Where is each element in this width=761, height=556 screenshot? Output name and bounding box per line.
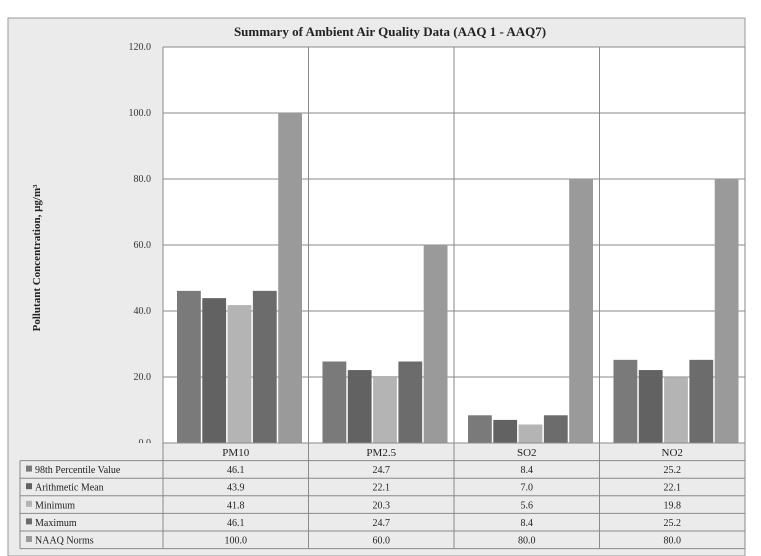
bar-arithmetic-mean-so2 — [493, 419, 518, 443]
data-label: 100.0 — [225, 536, 248, 547]
bar-98th-percentile-value-no2 — [613, 359, 638, 443]
chart-title: Summary of Ambient Air Quality Data (AAQ… — [234, 24, 546, 39]
data-label: 24.7 — [373, 518, 391, 529]
bar-arithmetic-mean-pm2-5 — [347, 370, 372, 443]
bar-naaq-norms-pm2-5 — [423, 245, 448, 443]
y-tick-label: 40.0 — [134, 306, 152, 317]
data-label: 24.7 — [373, 465, 391, 476]
y-tick-label: 60.0 — [134, 240, 152, 251]
data-table: PM10 PM2.5 SO2 NO2 98th Percentile Value 46.1… — [19, 442, 746, 550]
data-label: 41.8 — [227, 500, 245, 511]
bar-naaq-norms-pm10 — [278, 113, 302, 443]
bar-maximum-so2 — [543, 415, 568, 443]
legend-swatch — [26, 500, 32, 507]
y-tick-label: 120.0 — [129, 42, 152, 53]
data-label: 25.2 — [664, 465, 682, 476]
data-label: 7.0 — [521, 483, 534, 494]
category-label: NO2 — [662, 447, 683, 459]
data-label: 8.4 — [521, 465, 534, 476]
legend-swatch — [26, 483, 32, 490]
y-axis-label: Pollutant Concentration, µg/m³ — [31, 184, 43, 332]
bar-naaq-norms-no2 — [714, 179, 739, 443]
legend-entry: Maximum — [35, 518, 77, 529]
data-label: 8.4 — [521, 518, 534, 529]
bar-minimum-pm2-5 — [373, 376, 397, 443]
bar-minimum-no2 — [664, 377, 688, 443]
bar-98th-percentile-value-so2 — [468, 415, 492, 443]
legend-entry: 98th Percentile Value — [35, 465, 121, 476]
data-label: 22.1 — [373, 483, 391, 494]
y-tick-label: 100.0 — [129, 108, 152, 119]
bar-98th-percentile-value-pm2-5 — [322, 361, 347, 443]
data-label: 22.1 — [664, 483, 682, 494]
y-tick-label: 20.0 — [134, 372, 152, 383]
category-label: SO2 — [517, 447, 537, 459]
bar-naaq-norms-so2 — [569, 179, 593, 443]
category-label: PM10 — [222, 447, 249, 459]
data-label: 25.2 — [664, 518, 682, 529]
bar-minimum-pm10 — [227, 305, 252, 443]
legend-entry: NAAQ Norms — [35, 536, 94, 547]
data-label: 5.6 — [521, 500, 534, 511]
legend-entry: Arithmetic Mean — [35, 483, 104, 494]
bar-maximum-pm10 — [252, 290, 277, 443]
data-label: 19.8 — [664, 500, 682, 511]
y-axis-label-group: Pollutant Concentration, µg/m³ — [31, 184, 43, 332]
data-label: 46.1 — [227, 518, 245, 529]
bar-minimum-so2 — [518, 424, 543, 443]
data-label: 20.3 — [373, 500, 391, 511]
bar-layer — [177, 113, 739, 443]
data-label: 43.9 — [227, 483, 245, 494]
category-label: PM2.5 — [366, 447, 396, 459]
data-label: 80.0 — [518, 536, 536, 547]
bar-maximum-no2 — [689, 359, 714, 443]
data-label: 80.0 — [664, 536, 682, 547]
legend-swatch — [26, 518, 32, 525]
bar-98th-percentile-value-pm10 — [177, 290, 201, 443]
data-label: 46.1 — [227, 465, 245, 476]
bar-maximum-pm2-5 — [398, 361, 423, 443]
bar-arithmetic-mean-no2 — [638, 370, 663, 443]
bar-arithmetic-mean-pm10 — [202, 298, 227, 443]
legend-swatch — [26, 536, 32, 542]
y-tick-label: 80.0 — [134, 174, 152, 185]
legend-swatch — [26, 465, 32, 472]
data-label: 60.0 — [373, 536, 391, 547]
legend-entry: Minimum — [35, 500, 75, 511]
